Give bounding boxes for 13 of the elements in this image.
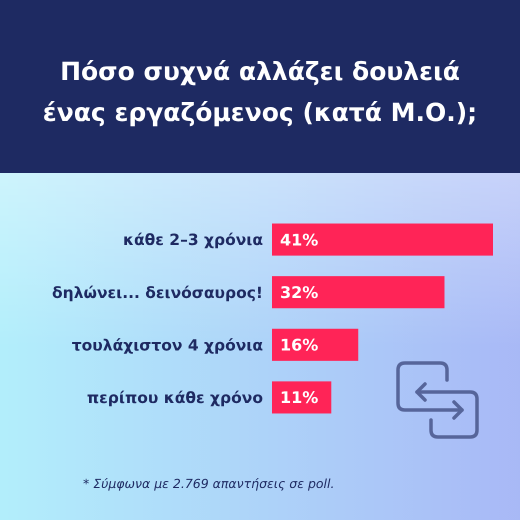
bar xyxy=(272,328,358,361)
data-label: 11% xyxy=(280,388,318,408)
y-tick-label: τουλάχιστον 4 χρόνια xyxy=(72,336,263,354)
text: * Σύμφωνα με 2.769 απαντήσεις σε poll. xyxy=(83,476,334,491)
data-label: 32% xyxy=(280,282,318,302)
y-tick-label: δηλώνει... δεινόσαυρος! xyxy=(52,284,263,302)
data-label: 16% xyxy=(280,336,318,355)
bar xyxy=(272,276,444,308)
data-label: 41% xyxy=(280,230,318,250)
chart-title: Πόσο συχνά αλλάζει δουλειά ένας εργαζόμενος (κατά Μ.Ο.); xyxy=(42,57,478,127)
bar xyxy=(272,224,493,256)
y-tick-label: περίπου κάθε χρόνο xyxy=(86,389,263,408)
y-tick-label: κάθε 2–3 χρόνια xyxy=(122,231,263,250)
